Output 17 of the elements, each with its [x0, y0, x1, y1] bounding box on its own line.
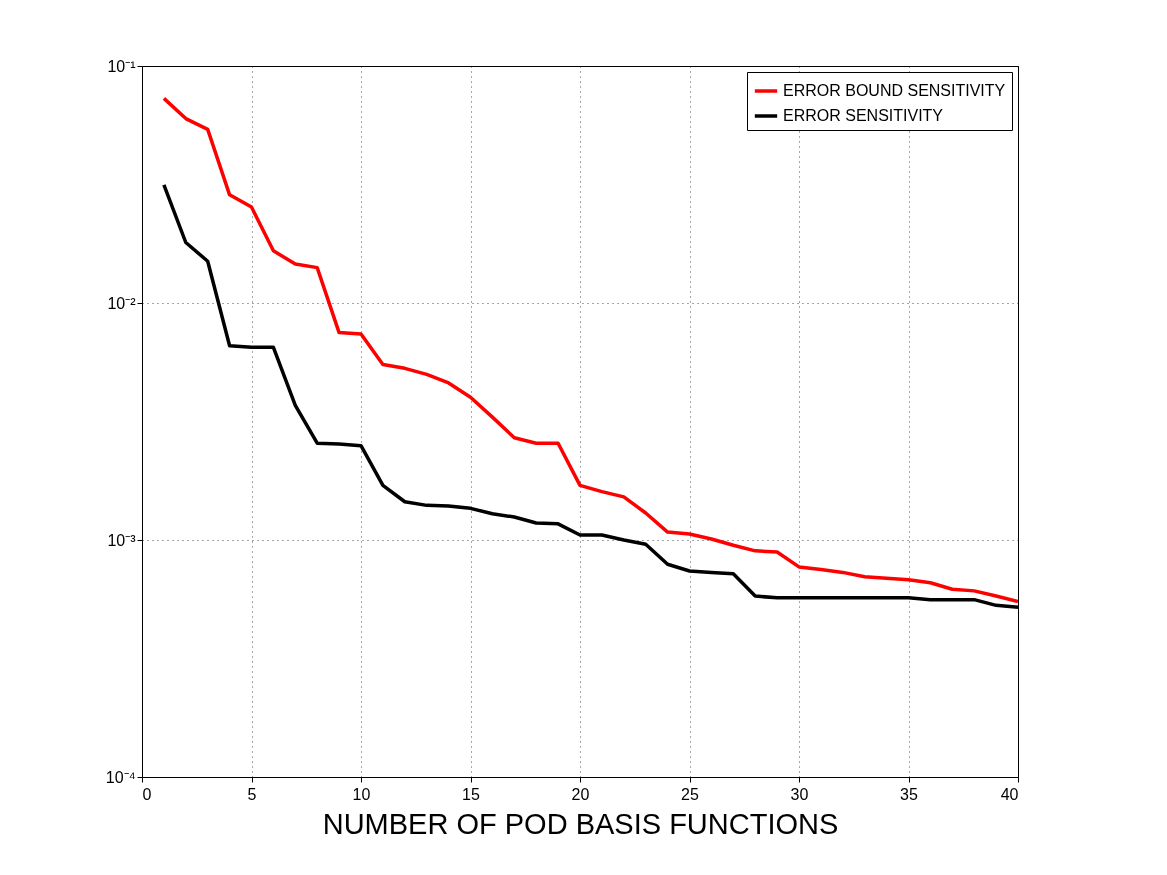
x-tick-label: 20	[571, 785, 590, 803]
y-tick-label: 10⁻¹	[107, 57, 136, 75]
x-tick-label: 35	[900, 785, 918, 803]
y-tick-label: 10⁻⁴	[105, 768, 136, 786]
line-series	[162, 96, 1018, 604]
x-tick-label: 25	[681, 785, 699, 803]
x-tick-label: 0	[142, 785, 152, 803]
x-tick-label: 40	[1000, 785, 1019, 803]
legend-label: ERROR BOUND SENSITIVITY	[783, 82, 1006, 99]
legend-label: ERROR SENSITIVITY	[783, 107, 944, 124]
y-tick-label: 10⁻²	[107, 294, 137, 312]
x-tick-label: 10	[352, 785, 371, 803]
x-tick-label: 5	[247, 785, 257, 803]
x-axis-title: NUMBER OF POD BASIS FUNCTIONS	[322, 807, 839, 840]
x-tick-label: 15	[462, 785, 480, 803]
x-tick-label: 30	[790, 785, 809, 803]
y-tick-label: 10⁻³	[107, 531, 137, 549]
